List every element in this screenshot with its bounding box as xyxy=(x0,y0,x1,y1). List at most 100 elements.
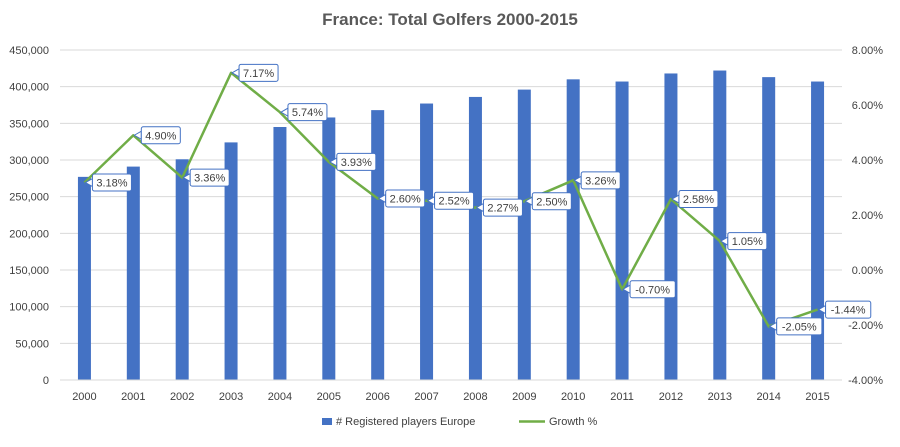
data-label-text: -1.44% xyxy=(831,305,866,317)
y-left-tick-label: 50,000 xyxy=(15,338,49,350)
data-label-box xyxy=(678,190,719,209)
legend-line-label: Growth % xyxy=(549,416,598,428)
y-left-tick-label: 200,000 xyxy=(9,228,49,240)
data-label-box xyxy=(825,300,872,319)
bar xyxy=(615,81,629,381)
x-tick-label: 2011 xyxy=(610,391,634,403)
x-tick-label: 2009 xyxy=(512,391,536,403)
data-label-box xyxy=(482,198,523,217)
data-label-text: 2.60% xyxy=(390,194,421,206)
data-label: 3.93% xyxy=(328,152,377,171)
y-left-tick-label: 400,000 xyxy=(9,82,49,94)
data-label-text: 1.05% xyxy=(732,236,763,248)
data-label-box xyxy=(91,173,132,192)
x-tick-label: 2010 xyxy=(561,391,585,403)
bar xyxy=(811,81,825,381)
bar xyxy=(468,96,482,380)
data-label: 5.74% xyxy=(279,103,328,122)
bar xyxy=(322,117,336,380)
y-left-tick-label: 0 xyxy=(43,375,49,387)
bar xyxy=(175,159,189,380)
data-label: 3.36% xyxy=(182,168,230,187)
y-left-tick-label: 300,000 xyxy=(9,155,49,167)
y-left-tick-label: 350,000 xyxy=(9,118,49,130)
bar xyxy=(566,79,580,380)
bar xyxy=(664,73,678,380)
y-left-tick-label: 150,000 xyxy=(9,265,49,277)
data-label-box xyxy=(434,191,475,210)
data-label-box xyxy=(238,63,279,82)
data-label-box xyxy=(531,192,572,211)
y-right-tick-label: 4.00% xyxy=(852,155,883,167)
data-label-text: 2.58% xyxy=(683,194,714,206)
x-tick-label: 2013 xyxy=(708,391,732,403)
y-right-tick-label: -4.00% xyxy=(848,375,883,387)
data-label-text: 3.93% xyxy=(341,157,372,169)
data-labels: 3.18% 4.90% 3.36% 7.17% 5.74% 3.93% 2.60% 2.52%… xyxy=(84,63,872,336)
data-label: 3.26% xyxy=(573,171,621,190)
data-label: 2.60% xyxy=(377,189,426,208)
bar xyxy=(713,70,727,381)
bar xyxy=(517,89,531,380)
data-label-text: 3.18% xyxy=(96,178,127,190)
data-label: 1.05% xyxy=(719,232,768,251)
bar xyxy=(371,110,385,380)
legend: # Registered players Europe Growth % xyxy=(322,416,598,428)
data-label-box xyxy=(287,103,328,122)
y-right-tick-label: 8.00% xyxy=(852,45,883,57)
x-tick-label: 2012 xyxy=(659,391,683,403)
data-label-text: 4.90% xyxy=(145,130,176,142)
x-tick-label: 2004 xyxy=(268,391,292,403)
x-tick-label: 2007 xyxy=(414,391,438,403)
data-label: 2.52% xyxy=(426,191,475,210)
x-tick-label: 2006 xyxy=(365,391,389,403)
bar xyxy=(273,127,287,380)
x-tick-label: 2008 xyxy=(463,391,487,403)
data-label-text: -0.70% xyxy=(635,284,670,296)
chart-title: France: Total Golfers 2000-2015 xyxy=(322,10,578,29)
bar xyxy=(420,103,434,381)
x-tick-label: 2003 xyxy=(219,391,243,403)
data-label-text: 3.36% xyxy=(194,173,225,185)
x-tick-label: 2015 xyxy=(805,391,829,403)
data-label: 4.90% xyxy=(133,126,181,145)
x-tick-label: 2000 xyxy=(72,391,96,403)
y-right-tick-label: -2.00% xyxy=(848,320,883,332)
y-left-tick-label: 450,000 xyxy=(9,45,49,57)
data-label-text: 5.74% xyxy=(292,107,323,119)
data-label-box xyxy=(140,126,181,145)
data-label-box xyxy=(189,168,230,187)
data-label: 2.27% xyxy=(475,198,523,217)
bar xyxy=(762,77,776,380)
y-right-tick-label: 2.00% xyxy=(852,210,883,222)
x-tick-label: 2002 xyxy=(170,391,194,403)
bar-series xyxy=(77,70,825,381)
data-label-text: 2.27% xyxy=(487,203,518,215)
data-label-box xyxy=(385,189,426,208)
y-right-tick-label: 0.00% xyxy=(852,265,883,277)
bar xyxy=(224,142,238,380)
data-label: 7.17% xyxy=(231,63,279,82)
data-label: -1.44% xyxy=(817,300,872,319)
x-tick-label: 2014 xyxy=(756,391,780,403)
data-label-box xyxy=(727,232,768,251)
data-label-box xyxy=(776,317,823,336)
data-label-box xyxy=(629,280,676,299)
data-label-text: 7.17% xyxy=(243,68,274,80)
y-left-tick-label: 250,000 xyxy=(9,192,49,204)
data-label-text: -2.05% xyxy=(782,321,817,333)
legend-bar-label: # Registered players Europe xyxy=(336,416,475,428)
data-label-text: 2.52% xyxy=(438,196,469,208)
data-label: -2.05% xyxy=(768,317,823,336)
data-label-box xyxy=(580,171,621,190)
x-tick-label: 2005 xyxy=(317,391,341,403)
data-label: 2.58% xyxy=(670,190,719,209)
data-label: 3.18% xyxy=(84,173,132,192)
x-tick-label: 2001 xyxy=(121,391,145,403)
bar xyxy=(77,176,91,380)
data-label: -0.70% xyxy=(622,280,676,299)
y-right-tick-label: 6.00% xyxy=(852,100,883,112)
data-label: 2.50% xyxy=(524,192,572,211)
